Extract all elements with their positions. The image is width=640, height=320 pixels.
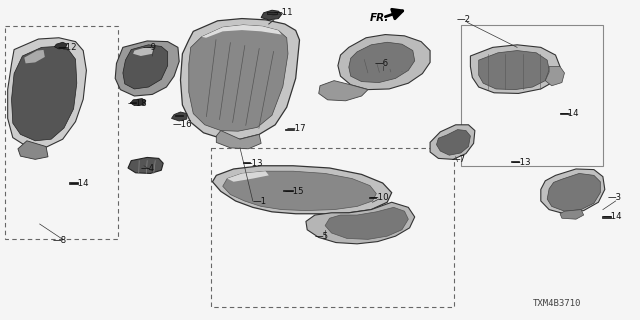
Polygon shape	[470, 45, 560, 93]
Polygon shape	[547, 173, 600, 211]
Polygon shape	[511, 161, 519, 162]
Polygon shape	[24, 50, 45, 63]
Polygon shape	[306, 202, 415, 244]
Text: —6: —6	[375, 59, 389, 68]
Text: —10: —10	[370, 193, 390, 202]
Text: —1: —1	[253, 197, 267, 206]
Text: —14: —14	[603, 212, 623, 221]
Polygon shape	[133, 47, 154, 56]
Polygon shape	[115, 41, 179, 96]
Text: TXM4B3710: TXM4B3710	[532, 300, 581, 308]
Polygon shape	[319, 81, 368, 101]
Polygon shape	[325, 207, 408, 239]
Polygon shape	[189, 25, 288, 131]
Text: —2: —2	[457, 15, 471, 24]
Polygon shape	[18, 141, 48, 159]
Bar	[5, 26, 118, 239]
Polygon shape	[123, 45, 168, 89]
Polygon shape	[202, 25, 282, 38]
Polygon shape	[59, 47, 67, 48]
Polygon shape	[130, 102, 136, 103]
Text: —12: —12	[58, 43, 77, 52]
Polygon shape	[175, 115, 183, 116]
Polygon shape	[216, 131, 261, 149]
Text: —4: —4	[141, 164, 155, 173]
Polygon shape	[227, 171, 269, 182]
Polygon shape	[223, 171, 376, 211]
Polygon shape	[479, 51, 549, 90]
Polygon shape	[172, 112, 187, 121]
Polygon shape	[268, 12, 276, 13]
Polygon shape	[602, 216, 611, 218]
Text: —9: —9	[142, 43, 156, 52]
Bar	[461, 25, 603, 166]
Polygon shape	[541, 169, 605, 214]
Polygon shape	[69, 182, 78, 184]
Text: —18: —18	[128, 99, 148, 108]
Polygon shape	[128, 157, 163, 173]
Text: —8: —8	[52, 236, 67, 244]
Text: —16: —16	[173, 120, 193, 129]
Bar	[211, 148, 454, 307]
Polygon shape	[12, 46, 77, 141]
Text: FR.: FR.	[370, 12, 389, 23]
Polygon shape	[131, 99, 146, 106]
Polygon shape	[261, 10, 282, 20]
Text: —5: —5	[315, 232, 329, 241]
Text: —17: —17	[287, 124, 307, 133]
Text: —13: —13	[512, 158, 532, 167]
Polygon shape	[212, 166, 392, 214]
Polygon shape	[560, 210, 584, 219]
Text: —15: —15	[285, 187, 305, 196]
Polygon shape	[545, 67, 564, 86]
Polygon shape	[436, 130, 470, 155]
Polygon shape	[560, 113, 569, 114]
Text: —11: —11	[274, 8, 294, 17]
Text: —7: —7	[452, 155, 466, 164]
Polygon shape	[54, 42, 67, 49]
Polygon shape	[338, 35, 430, 90]
Polygon shape	[285, 129, 294, 130]
Polygon shape	[8, 38, 86, 147]
Polygon shape	[180, 19, 300, 139]
Polygon shape	[430, 125, 475, 159]
Text: —3: —3	[608, 193, 622, 202]
Polygon shape	[243, 162, 250, 163]
Text: —14: —14	[69, 179, 89, 188]
Polygon shape	[349, 42, 415, 83]
Polygon shape	[284, 190, 292, 191]
Text: —14: —14	[560, 109, 580, 118]
Polygon shape	[369, 197, 376, 198]
Text: —13: —13	[243, 159, 263, 168]
